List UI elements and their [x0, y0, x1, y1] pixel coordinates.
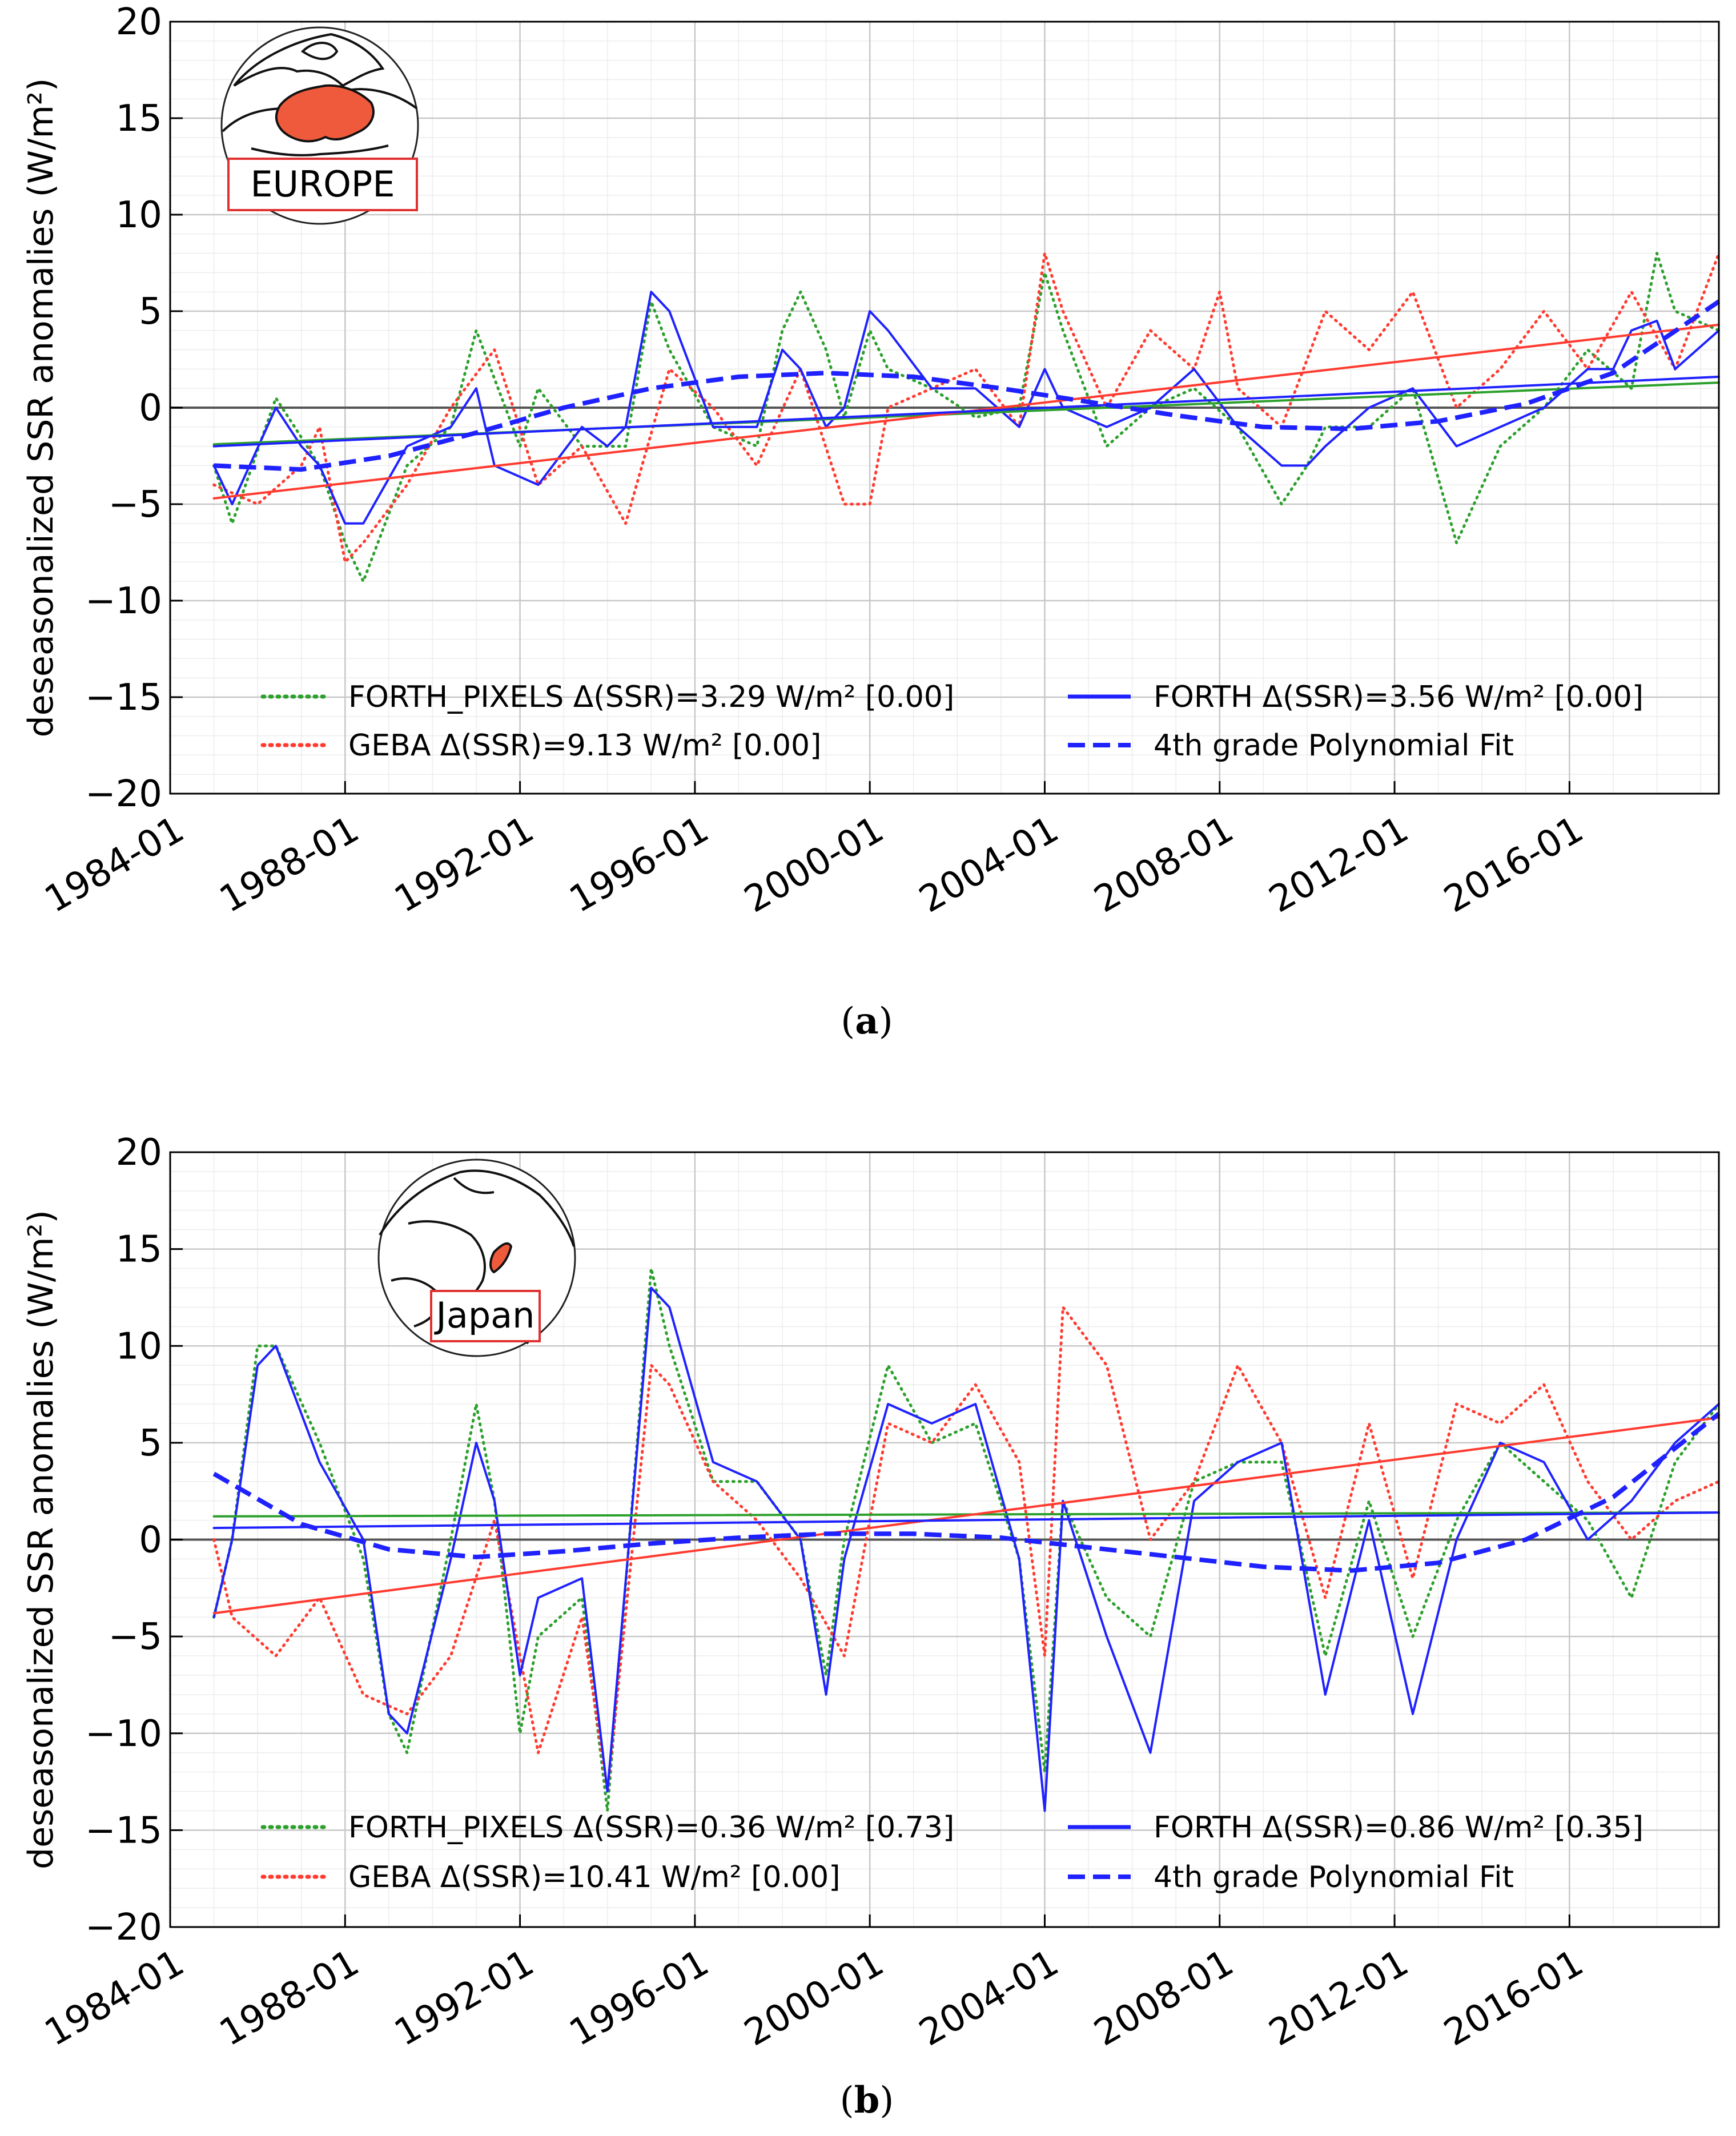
y-tick-label: 20	[116, 1132, 162, 1174]
series-geba	[212, 252, 1721, 564]
x-tick-label: 2012-01	[1262, 1942, 1416, 2055]
y-tick-label: 10	[116, 1325, 162, 1367]
y-axis-label: deseasonalized SSR anomalies (W/m²)	[21, 78, 61, 738]
region-label-box	[430, 1290, 541, 1342]
x-tick-label: 2004-01	[913, 1942, 1066, 2055]
legend-label: 4th grade Polynomial Fit	[1154, 1860, 1514, 1894]
legend-label: GEBA Δ(SSR)=10.41 W/m² [0.00]	[348, 1860, 841, 1894]
x-tick-label: 2008-01	[1087, 1942, 1241, 2055]
y-tick-label: −15	[85, 677, 162, 719]
y-tick-label: 0	[139, 387, 162, 429]
y-tick-label: 5	[139, 291, 162, 333]
legend-entry-forth: FORTH Δ(SSR)=3.56 W/m² [0.00]	[1068, 680, 1643, 714]
y-tick-label: −15	[85, 1809, 162, 1852]
y-tick-label: −5	[108, 484, 162, 526]
y-tick-label: 10	[116, 194, 162, 236]
x-tick-label: 1984-01	[38, 808, 191, 922]
continent-outline	[251, 144, 389, 156]
y-tick-label: −10	[85, 1713, 162, 1755]
x-tick-label: 2016-01	[1437, 808, 1591, 922]
grid-lines	[169, 1151, 1719, 1928]
legend-entry-poly-fit: 4th grade Polynomial Fit	[1068, 1860, 1514, 1894]
panel-caption: (b)	[840, 2079, 894, 2122]
y-tick-label: −5	[108, 1616, 162, 1658]
y-tick-label: 0	[139, 1519, 162, 1562]
legend: FORTH_PIXELS Δ(SSR)=0.36 W/m² [0.73] GEB…	[260, 1811, 1643, 1894]
x-tick-label: 1996-01	[562, 808, 716, 922]
europe-region	[275, 84, 375, 143]
japan-region	[489, 1242, 513, 1274]
legend-entry-geba: GEBA Δ(SSR)=9.13 W/m² [0.00]	[260, 729, 821, 763]
x-tick-label: 1992-01	[388, 1942, 541, 2055]
x-tick-label: 1988-01	[213, 808, 367, 922]
legend-entry-poly-fit: 4th grade Polynomial Fit	[1068, 729, 1514, 763]
series-forth-trend	[212, 1511, 1720, 1530]
panel-caption: (a)	[841, 1000, 893, 1043]
x-tick-label: 1984-01	[38, 1942, 191, 2055]
x-tick-label: 2004-01	[913, 808, 1066, 922]
legend-label: GEBA Δ(SSR)=9.13 W/m² [0.00]	[348, 729, 821, 763]
x-tick-label: 1992-01	[388, 808, 541, 922]
legend: FORTH_PIXELS Δ(SSR)=3.29 W/m² [0.00] GEB…	[260, 680, 1643, 763]
x-tick-label: 1988-01	[213, 1942, 367, 2055]
continent-outline	[379, 1169, 575, 1247]
legend-label: FORTH Δ(SSR)=0.86 W/m² [0.35]	[1154, 1811, 1643, 1845]
series-4th-grade-polynomial-fit	[214, 299, 1721, 472]
y-tick-label: −20	[85, 1906, 162, 1949]
series-forth	[212, 291, 1720, 525]
y-tick-label: 20	[116, 1, 162, 43]
y-tick-label: −10	[85, 580, 162, 622]
legend-label: 4th grade Polynomial Fit	[1154, 729, 1514, 763]
continent-outline	[233, 33, 385, 87]
series-4th-grade-polynomial-fit	[212, 1411, 1721, 1573]
series-forth-pixels	[212, 1267, 1721, 1812]
legend-entry-geba: GEBA Δ(SSR)=10.41 W/m² [0.00]	[260, 1860, 841, 1894]
legend-label: FORTH Δ(SSR)=3.56 W/m² [0.00]	[1154, 680, 1643, 714]
y-tick-label: 15	[116, 98, 162, 140]
region-label-box	[227, 158, 418, 211]
series-forth	[212, 1286, 1720, 1812]
region-label: EUROPE	[251, 163, 395, 205]
x-tick-label: 2012-01	[1262, 808, 1416, 922]
legend-entry-forth-pixels: FORTH_PIXELS Δ(SSR)=3.29 W/m² [0.00]	[260, 680, 954, 714]
x-tick-label: 2000-01	[737, 1942, 891, 2055]
region-label: Japan	[434, 1294, 535, 1336]
continent-outline	[300, 42, 339, 61]
globe-inset: EUROPE	[220, 26, 419, 225]
x-tick-label: 1996-01	[562, 1942, 716, 2055]
x-tick-label: 2016-01	[1437, 1942, 1591, 2055]
legend-label: FORTH_PIXELS Δ(SSR)=3.29 W/m² [0.00]	[348, 680, 954, 714]
series-lines	[212, 1267, 1721, 1812]
y-axis-label: deseasonalized SSR anomalies (W/m²)	[21, 1210, 61, 1869]
series-forth-pixels	[212, 252, 1721, 583]
series-geba	[212, 1305, 1721, 1793]
y-tick-label: 15	[116, 1229, 162, 1271]
y-tick-label: −20	[85, 773, 162, 815]
series-lines	[212, 252, 1721, 583]
x-tick-label: 2000-01	[737, 808, 891, 922]
legend-entry-forth: FORTH Δ(SSR)=0.86 W/m² [0.35]	[1068, 1811, 1643, 1845]
x-tick-label: 2008-01	[1087, 808, 1241, 922]
legend-label: FORTH_PIXELS Δ(SSR)=0.36 W/m² [0.73]	[348, 1811, 954, 1845]
series-geba-trend	[212, 1416, 1720, 1615]
globe-inset: Japan	[377, 1158, 576, 1357]
legend-entry-forth-pixels: FORTH_PIXELS Δ(SSR)=0.36 W/m² [0.73]	[260, 1811, 954, 1845]
y-tick-label: 5	[139, 1422, 162, 1465]
